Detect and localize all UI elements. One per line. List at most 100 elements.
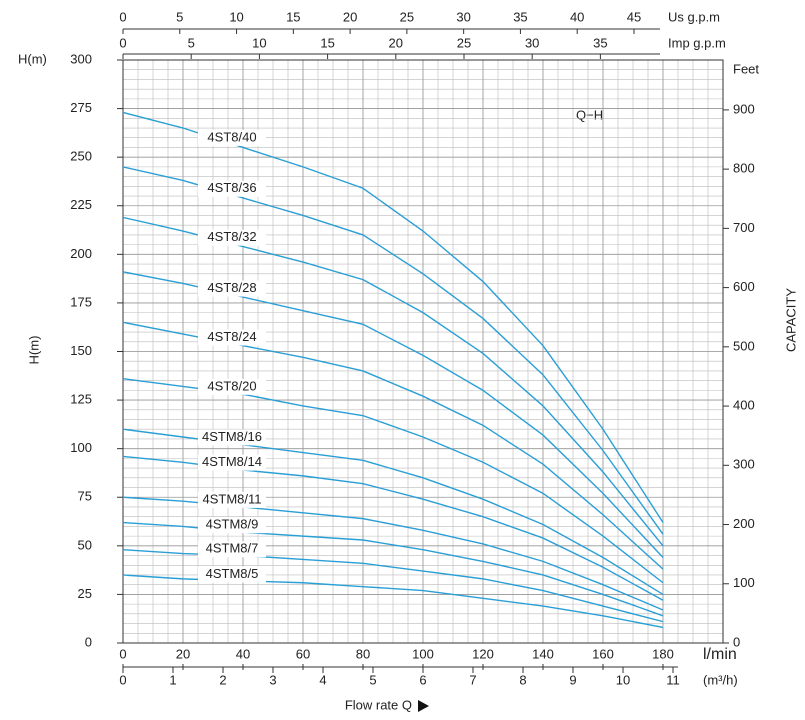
label-bg: [198, 491, 266, 508]
label-bg: [198, 378, 266, 395]
series-label: 4ST8/28: [207, 280, 256, 295]
y2-tick-label: 700: [733, 220, 755, 235]
series-label: 4STM8/16: [202, 429, 262, 444]
x-tick-label: 180: [652, 646, 674, 661]
series-label: 4ST8/40: [207, 129, 256, 144]
y-tick-label: 275: [70, 100, 92, 115]
y-tick-label: 200: [70, 246, 92, 261]
x2-tick-label: 10: [616, 672, 630, 687]
top-tick-label: 20: [389, 35, 403, 50]
x2-unit: (m³/h): [703, 672, 738, 687]
label-bg: [198, 429, 266, 446]
label-bg: [198, 229, 266, 246]
y-tick-label: 25: [78, 586, 92, 601]
top-tick-label: 35: [513, 9, 527, 24]
x2-tick-label: 9: [569, 672, 576, 687]
y2-label-top: Feet: [733, 61, 759, 76]
top-axis-label: Us g.p.m: [668, 9, 720, 24]
x-tick-label: 20: [176, 646, 190, 661]
y2-tick-label: 0: [733, 634, 740, 649]
y2-tick-label: 400: [733, 398, 755, 413]
series-label: 4ST8/36: [207, 180, 256, 195]
y2-tick-label: 900: [733, 101, 755, 116]
x-tick-label: 0: [119, 646, 126, 661]
y-tick-label: 125: [70, 392, 92, 407]
top-tick-label: 10: [252, 35, 266, 50]
x-tick-label: 60: [296, 646, 310, 661]
y-tick-label: 175: [70, 294, 92, 309]
y-tick-label: 0: [85, 634, 92, 649]
top-tick-label: 5: [188, 35, 195, 50]
y-tick-label: 150: [70, 343, 92, 358]
top-tick-label: 40: [570, 9, 584, 24]
annotation: Q−H: [576, 107, 603, 122]
x2-tick-label: 2: [219, 672, 226, 687]
series-label: 4STM8/11: [202, 491, 261, 506]
y-tick-label: 75: [78, 489, 92, 504]
x-tick-label: 160: [592, 646, 614, 661]
y2-tick-label: 600: [733, 279, 755, 294]
top-tick-label: 45: [627, 9, 641, 24]
y2-tick-label: 800: [733, 161, 755, 176]
series-label: 4STM8/9: [206, 517, 259, 532]
series-label: 4STM8/5: [206, 566, 259, 581]
top-tick-label: 15: [286, 9, 300, 24]
top-tick-label: 0: [119, 9, 126, 24]
x-tick-label: 80: [356, 646, 370, 661]
top-tick-label: 0: [119, 35, 126, 50]
y-tick-label: 100: [70, 440, 92, 455]
y2-tick-label: 500: [733, 338, 755, 353]
top-tick-label: 15: [320, 35, 334, 50]
top-tick-label: 35: [593, 35, 607, 50]
x-tick-label: 40: [236, 646, 250, 661]
x2-tick-label: 8: [519, 672, 526, 687]
plot-frame: [122, 59, 724, 644]
x2-tick-label: 5: [369, 672, 376, 687]
top-axis-label: Imp g.p.m: [668, 35, 726, 50]
label-bg: [198, 180, 266, 197]
y-axis-title: H(m): [26, 336, 41, 365]
label-bg: [198, 541, 266, 558]
top-tick-label: 25: [400, 9, 414, 24]
y-tick-label: 225: [70, 197, 92, 212]
y-tick-label: 300: [70, 51, 92, 66]
x2-tick-label: 3: [269, 672, 276, 687]
label-bg: [198, 566, 266, 583]
label-bg: [198, 517, 266, 534]
series-label: 4STM8/14: [202, 454, 262, 469]
top-tick-label: 30: [525, 35, 539, 50]
series-label: 4ST8/32: [207, 229, 256, 244]
x-tick-label: 140: [532, 646, 554, 661]
y2-tick-label: 300: [733, 457, 755, 472]
top-tick-label: 5: [176, 9, 183, 24]
top-tick-label: 10: [229, 9, 243, 24]
y-tick-label: 50: [78, 537, 92, 552]
x2-tick-label: 1: [169, 672, 176, 687]
top-tick-label: 25: [457, 35, 471, 50]
y2-axis-title: CAPACITY: [783, 288, 798, 352]
series-label: 4ST8/24: [207, 329, 256, 344]
label-bg: [198, 129, 266, 146]
label-bg: [198, 454, 266, 471]
x2-tick-label: 0: [119, 672, 126, 687]
label-bg: [198, 280, 266, 297]
y2-tick-label: 200: [733, 516, 755, 531]
series-label: 4ST8/20: [207, 378, 256, 393]
x-unit: l/min: [703, 646, 737, 663]
label-bg: [198, 329, 266, 346]
x2-tick-label: 7: [469, 672, 476, 687]
x2-tick-label: 6: [419, 672, 426, 687]
series-label: 4STM8/7: [206, 541, 259, 556]
x-tick-label: 100: [412, 646, 434, 661]
y-tick-label: 250: [70, 149, 92, 164]
arrow-icon: [418, 700, 429, 712]
top-tick-label: 20: [343, 9, 357, 24]
x2-tick-label: 11: [666, 672, 680, 687]
x2-tick-label: 4: [319, 672, 326, 687]
top-tick-label: 30: [456, 9, 470, 24]
y2-tick-label: 100: [733, 575, 755, 590]
y-label-top: H(m): [18, 51, 47, 66]
x-tick-label: 120: [472, 646, 494, 661]
